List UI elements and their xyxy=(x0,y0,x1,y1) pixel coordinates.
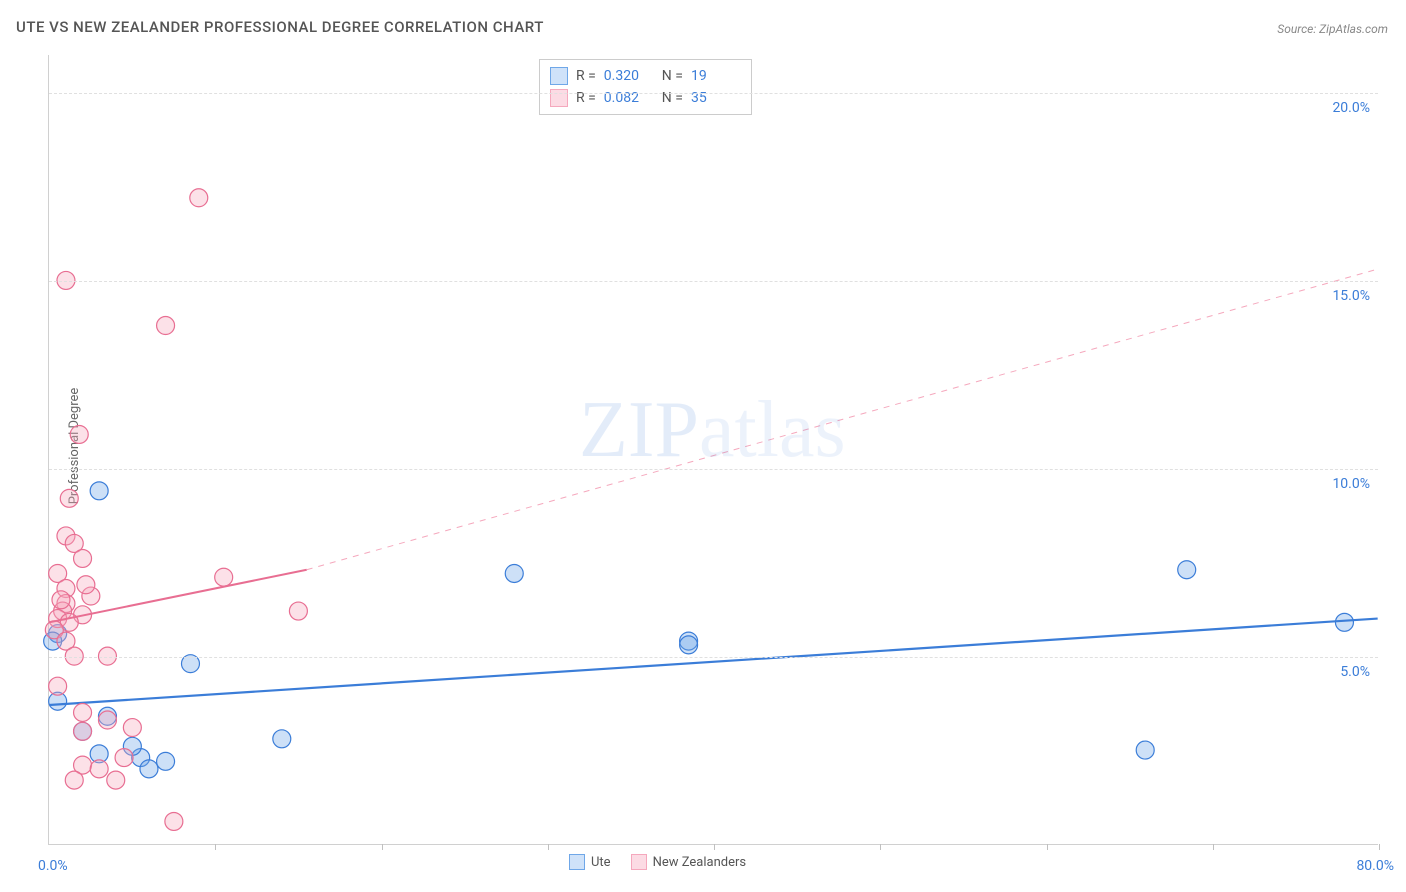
scatter-point xyxy=(165,812,183,830)
scatter-point xyxy=(115,749,133,767)
x-tick xyxy=(714,844,715,850)
scatter-point xyxy=(49,677,67,695)
x-tick xyxy=(382,844,383,850)
scatter-point xyxy=(140,760,158,778)
scatter-point xyxy=(680,636,698,654)
grid-line xyxy=(49,469,1378,470)
scatter-point xyxy=(90,482,108,500)
scatter-point xyxy=(70,425,88,443)
x-tick xyxy=(215,844,216,850)
scatter-point xyxy=(60,489,78,507)
x-tick xyxy=(880,844,881,850)
n-value-0: 19 xyxy=(691,68,741,84)
x-tick xyxy=(1047,844,1048,850)
chart-title: UTE VS NEW ZEALANDER PROFESSIONAL DEGREE… xyxy=(16,18,544,36)
legend-stats-row-1: R = 0.082 N = 35 xyxy=(550,87,741,109)
scatter-point xyxy=(52,591,70,609)
scatter-point xyxy=(74,549,92,567)
grid-line xyxy=(49,281,1378,282)
scatter-point xyxy=(98,711,116,729)
legend-swatch-0 xyxy=(550,67,568,85)
legend-swatch-nz xyxy=(631,854,647,870)
scatter-point xyxy=(1136,741,1154,759)
y-tick-label: 15.0% xyxy=(1332,288,1370,304)
trend-line xyxy=(49,619,1377,705)
scatter-point xyxy=(273,730,291,748)
y-tick-label: 20.0% xyxy=(1332,100,1370,116)
legend-label-ute: Ute xyxy=(591,855,611,870)
plot-svg xyxy=(49,55,1378,844)
r-label-0: R = xyxy=(576,68,596,84)
r-value-0: 0.320 xyxy=(604,68,654,84)
y-tick-label: 5.0% xyxy=(1340,664,1370,680)
x-min-label: 0.0% xyxy=(38,858,68,874)
scatter-point xyxy=(215,568,233,586)
source-label: Source: ZipAtlas.com xyxy=(1277,22,1388,36)
scatter-point xyxy=(77,576,95,594)
n-label-0: N = xyxy=(662,68,683,84)
scatter-point xyxy=(1335,613,1353,631)
x-tick xyxy=(1213,844,1214,850)
legend-label-nz: New Zealanders xyxy=(653,855,747,870)
scatter-point xyxy=(123,719,141,737)
scatter-point xyxy=(74,704,92,722)
legend-item-nz: New Zealanders xyxy=(631,854,747,870)
scatter-point xyxy=(90,760,108,778)
grid-line xyxy=(49,657,1378,658)
x-tick xyxy=(548,844,549,850)
legend-swatch-ute xyxy=(569,854,585,870)
trend-line-dash xyxy=(307,269,1378,570)
legend-stats-box: R = 0.320 N = 19 R = 0.082 N = 35 xyxy=(539,59,752,115)
scatter-point xyxy=(289,602,307,620)
scatter-point xyxy=(157,752,175,770)
scatter-point xyxy=(157,317,175,335)
scatter-point xyxy=(505,564,523,582)
x-tick xyxy=(1379,844,1380,850)
legend-bottom: Ute New Zealanders xyxy=(569,854,746,870)
scatter-point xyxy=(1178,561,1196,579)
y-tick-label: 10.0% xyxy=(1332,476,1370,492)
x-max-label: 80.0% xyxy=(1356,858,1394,874)
chart-container: UTE VS NEW ZEALANDER PROFESSIONAL DEGREE… xyxy=(0,0,1406,892)
legend-stats-row-0: R = 0.320 N = 19 xyxy=(550,65,741,87)
scatter-point xyxy=(107,771,125,789)
scatter-point xyxy=(65,771,83,789)
scatter-point xyxy=(74,722,92,740)
grid-line xyxy=(49,93,1378,94)
plot-area: ZIPatlas R = 0.320 N = 19 R = 0.082 N = … xyxy=(48,55,1378,845)
legend-item-ute: Ute xyxy=(569,854,611,870)
scatter-point xyxy=(190,189,208,207)
